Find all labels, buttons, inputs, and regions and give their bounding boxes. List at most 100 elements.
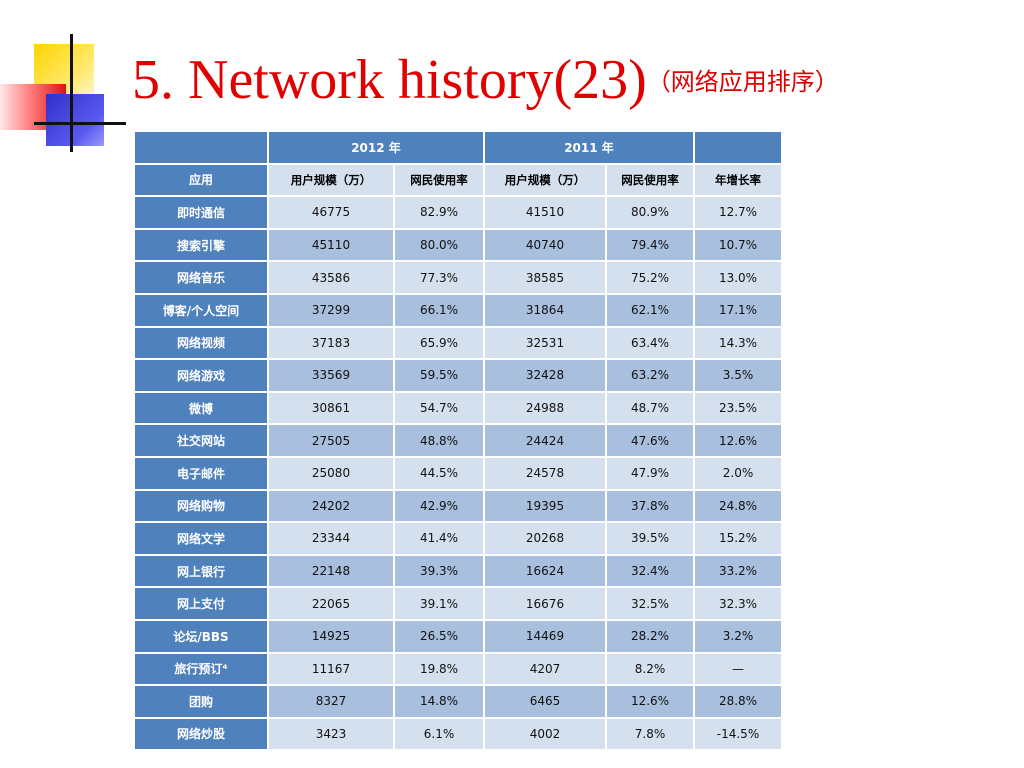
- table-row: 网络文学 23344 41.4% 20268 39.5% 15.2%: [133, 521, 783, 556]
- cell-rate-2012: 54.7%: [393, 390, 485, 426]
- cell-users-2011: 40740: [483, 227, 607, 263]
- cell-users-2012: 23344: [267, 521, 395, 556]
- cell-growth-rate: 12.6%: [693, 423, 783, 458]
- cell-users-2011: 6465: [483, 684, 607, 719]
- cell-rate-2011: 39.5%: [605, 521, 695, 556]
- cell-rate-2012: 66.1%: [393, 292, 485, 328]
- cell-rate-2012: 80.0%: [393, 227, 485, 263]
- logo-horizontal-line: [34, 122, 126, 125]
- cell-users-2011: 32531: [483, 325, 607, 361]
- cell-rate-2012: 19.8%: [393, 651, 485, 687]
- cell-application-name: 网络音乐: [133, 260, 269, 295]
- cell-growth-rate: 10.7%: [693, 227, 783, 263]
- cell-application-name: 网上支付: [133, 586, 269, 621]
- cell-users-2011: 24424: [483, 423, 607, 458]
- cell-users-2012: 33569: [267, 358, 395, 393]
- cell-application-name: 博客/个人空间: [133, 292, 269, 328]
- cell-rate-2012: 82.9%: [393, 195, 485, 230]
- cell-rate-2011: 79.4%: [605, 227, 695, 263]
- cell-growth-rate: 15.2%: [693, 521, 783, 556]
- logo-vertical-line: [70, 34, 73, 152]
- cell-rate-2012: 65.9%: [393, 325, 485, 361]
- year-header-growth-empty: [693, 130, 783, 165]
- table-row: 即时通信 46775 82.9% 41510 80.9% 12.7%: [133, 195, 783, 230]
- year-header-2012: 2012 年: [267, 130, 485, 165]
- table-row: 旅行预订⁴ 11167 19.8% 4207 8.2% —: [133, 651, 783, 687]
- table-row: 网上支付 22065 39.1% 16676 32.5% 32.3%: [133, 586, 783, 621]
- cell-users-2012: 22065: [267, 586, 395, 621]
- cell-users-2012: 37299: [267, 292, 395, 328]
- table-row: 团购 8327 14.8% 6465 12.6% 28.8%: [133, 684, 783, 719]
- cell-application-name: 搜索引擎: [133, 227, 269, 263]
- cell-application-name: 网上银行: [133, 553, 269, 589]
- column-header-rate-2012: 网民使用率: [393, 162, 485, 198]
- cell-growth-rate: 12.7%: [693, 195, 783, 230]
- cell-rate-2012: 39.3%: [393, 553, 485, 589]
- cell-application-name: 旅行预订⁴: [133, 651, 269, 687]
- cell-users-2011: 14469: [483, 618, 607, 654]
- cell-users-2012: 8327: [267, 684, 395, 719]
- cell-application-name: 网络游戏: [133, 358, 269, 393]
- cell-growth-rate: -14.5%: [693, 716, 783, 752]
- logo-blue-square: [46, 94, 104, 146]
- cell-users-2011: 24578: [483, 455, 607, 491]
- cell-growth-rate: 32.3%: [693, 586, 783, 621]
- table-row: 微博 30861 54.7% 24988 48.7% 23.5%: [133, 390, 783, 426]
- table-row: 论坛/BBS 14925 26.5% 14469 28.2% 3.2%: [133, 618, 783, 654]
- cell-users-2012: 27505: [267, 423, 395, 458]
- cell-rate-2012: 6.1%: [393, 716, 485, 752]
- cell-users-2012: 46775: [267, 195, 395, 230]
- cell-users-2011: 31864: [483, 292, 607, 328]
- cell-users-2011: 38585: [483, 260, 607, 295]
- cell-users-2011: 4002: [483, 716, 607, 752]
- cell-users-2012: 30861: [267, 390, 395, 426]
- cell-growth-rate: 3.5%: [693, 358, 783, 393]
- cell-users-2012: 11167: [267, 651, 395, 687]
- cell-rate-2011: 28.2%: [605, 618, 695, 654]
- cell-users-2011: 32428: [483, 358, 607, 393]
- cell-rate-2012: 48.8%: [393, 423, 485, 458]
- year-header-2011: 2011 年: [483, 130, 695, 165]
- cell-application-name: 团购: [133, 684, 269, 719]
- cell-rate-2011: 47.6%: [605, 423, 695, 458]
- column-header-application: 应用: [133, 162, 269, 198]
- cell-growth-rate: 3.2%: [693, 618, 783, 654]
- cell-users-2012: 24202: [267, 488, 395, 524]
- cell-application-name: 网络炒股: [133, 716, 269, 752]
- cell-rate-2011: 62.1%: [605, 292, 695, 328]
- cell-rate-2011: 7.8%: [605, 716, 695, 752]
- cell-rate-2011: 80.9%: [605, 195, 695, 230]
- table-row: 网上银行 22148 39.3% 16624 32.4% 33.2%: [133, 553, 783, 589]
- cell-application-name: 网络购物: [133, 488, 269, 524]
- corner-logo-graphic: [0, 0, 130, 160]
- cell-rate-2011: 32.5%: [605, 586, 695, 621]
- table-row: 网络游戏 33569 59.5% 32428 63.2% 3.5%: [133, 358, 783, 393]
- cell-rate-2012: 77.3%: [393, 260, 485, 295]
- cell-users-2011: 41510: [483, 195, 607, 230]
- cell-application-name: 网络视频: [133, 325, 269, 361]
- cell-growth-rate: 28.8%: [693, 684, 783, 719]
- cell-rate-2012: 41.4%: [393, 521, 485, 556]
- cell-application-name: 网络文学: [133, 521, 269, 556]
- cell-application-name: 微博: [133, 390, 269, 426]
- cell-rate-2011: 75.2%: [605, 260, 695, 295]
- cell-users-2011: 16676: [483, 586, 607, 621]
- cell-growth-rate: 33.2%: [693, 553, 783, 589]
- cell-growth-rate: 23.5%: [693, 390, 783, 426]
- cell-rate-2011: 63.2%: [605, 358, 695, 393]
- column-header-users-2011: 用户规模（万）: [483, 162, 607, 198]
- cell-rate-2012: 39.1%: [393, 586, 485, 621]
- cell-users-2011: 20268: [483, 521, 607, 556]
- column-header-rate-2011: 网民使用率: [605, 162, 695, 198]
- cell-users-2012: 37183: [267, 325, 395, 361]
- cell-application-name: 社交网站: [133, 423, 269, 458]
- cell-rate-2011: 47.9%: [605, 455, 695, 491]
- cell-growth-rate: 17.1%: [693, 292, 783, 328]
- column-header-users-2012: 用户规模（万）: [267, 162, 395, 198]
- cell-users-2011: 24988: [483, 390, 607, 426]
- table-row: 博客/个人空间 37299 66.1% 31864 62.1% 17.1%: [133, 292, 783, 328]
- cell-users-2011: 16624: [483, 553, 607, 589]
- year-header-empty: [133, 130, 269, 165]
- cell-users-2011: 19395: [483, 488, 607, 524]
- column-header-row: 应用 用户规模（万） 网民使用率 用户规模（万） 网民使用率 年增长率: [133, 162, 783, 198]
